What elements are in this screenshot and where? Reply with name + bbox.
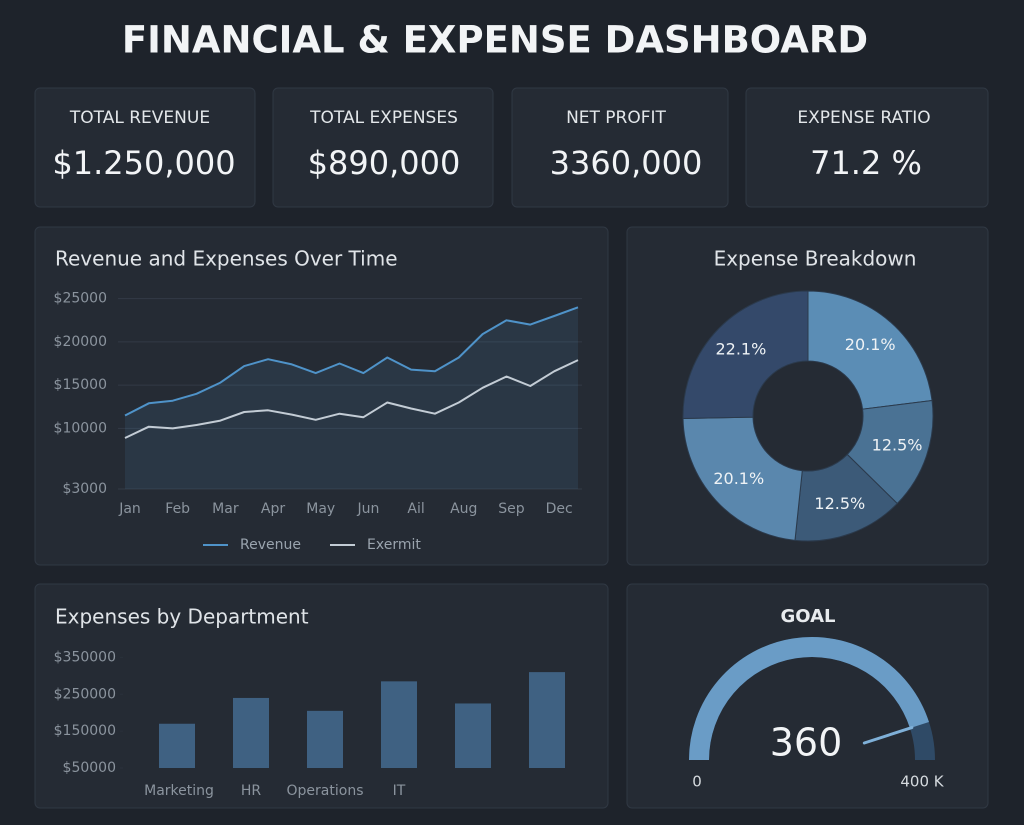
bar — [455, 703, 491, 768]
data-label: 20.1% — [713, 469, 764, 488]
pie-slice — [807, 290, 933, 410]
gauge-fill — [689, 637, 929, 761]
kpi-label: NET PROFIT — [566, 108, 666, 128]
x-tick-label: Mar — [212, 501, 239, 517]
line-chart-card — [34, 226, 609, 566]
chart-title: Expense Breakdown — [714, 247, 917, 271]
y-tick-label: $15000 — [54, 377, 107, 393]
data-label: 20.1% — [845, 335, 896, 354]
line — [124, 359, 579, 439]
x-tick-label: Dec — [546, 501, 573, 517]
legend-label: Exermit — [367, 537, 421, 553]
x-tick-label: Marketing — [144, 783, 214, 799]
x-tick-label: Jan — [118, 501, 141, 517]
x-tick-label: Ail — [407, 501, 424, 517]
y-tick-label: $50000 — [63, 760, 116, 776]
y-tick-label: $350000 — [54, 649, 116, 665]
y-tick-label: $150000 — [54, 723, 116, 739]
chart-title: Expenses by Department — [55, 605, 309, 629]
legend-label: Revenue — [240, 537, 301, 553]
x-tick-label: Aug — [450, 501, 477, 517]
data-label: 22.1% — [715, 340, 766, 359]
x-tick-label: Feb — [165, 501, 190, 517]
chart-title: GOAL — [781, 606, 836, 627]
kpi-card — [34, 87, 256, 208]
kpi-label: TOTAL REVENUE — [69, 108, 210, 128]
pie-slice — [682, 416, 803, 541]
chart-title: Revenue and Expenses Over Time — [55, 247, 398, 271]
gauge-value: 360 — [770, 721, 843, 765]
x-tick-label: IT — [393, 783, 406, 799]
gauge-min: 0 — [692, 773, 702, 791]
gauge-max: 400 K — [900, 773, 944, 791]
bar — [233, 697, 269, 768]
x-tick-label: Jun — [356, 501, 379, 517]
x-tick-label: Sep — [498, 501, 525, 517]
bar — [159, 723, 195, 768]
y-tick-label: $20000 — [54, 334, 107, 350]
kpi-label: TOTAL EXPENSES — [309, 108, 458, 128]
y-tick-label: $250000 — [54, 686, 116, 702]
kpi-value: $890,000 — [308, 144, 461, 182]
bar — [529, 672, 565, 768]
bar — [381, 681, 417, 768]
pie-slice — [682, 290, 809, 419]
kpi-card — [272, 87, 494, 208]
kpi-card — [511, 87, 729, 208]
data-label: 12.5% — [872, 436, 923, 455]
gauge-card — [626, 583, 989, 809]
page-title: FINANCIAL & EXPENSE DASHBOARD — [122, 19, 868, 62]
x-tick-label: May — [306, 501, 335, 517]
x-tick-label: Apr — [261, 501, 285, 517]
gauge-needle — [862, 726, 914, 745]
bar — [307, 710, 343, 768]
x-tick-label: HR — [241, 783, 262, 799]
kpi-value: 71.2 % — [810, 144, 922, 182]
kpi-value: 3360,000 — [550, 144, 703, 182]
y-tick-label: $25000 — [54, 291, 107, 307]
line — [124, 306, 579, 417]
kpi-value: $1.250,000 — [52, 144, 235, 182]
y-tick-label: $10000 — [54, 420, 107, 436]
y-tick-label: $3000 — [62, 481, 107, 497]
x-tick-label: Operations — [287, 783, 364, 799]
data-label: 12.5% — [814, 494, 865, 513]
kpi-card — [745, 87, 989, 208]
kpi-label: EXPENSE RATIO — [797, 108, 930, 128]
